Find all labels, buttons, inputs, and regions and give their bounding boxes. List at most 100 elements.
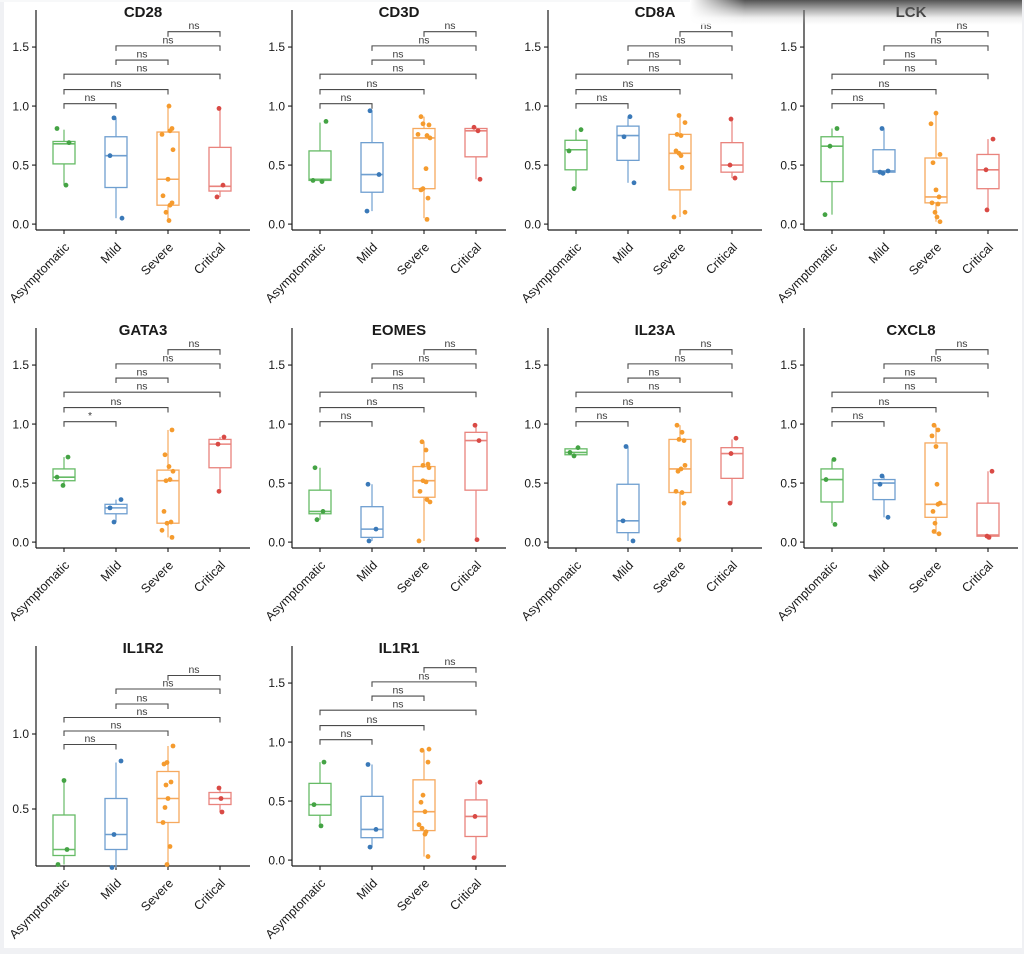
jitter-point <box>578 127 584 133</box>
panel-title: CD8A <box>635 4 676 21</box>
x-category-label: Critical <box>191 558 228 595</box>
jitter-point <box>425 759 431 765</box>
iqr-box <box>156 770 180 824</box>
jitter-point <box>476 438 482 443</box>
y-tick-label: 0.5 <box>12 158 29 172</box>
boxplot-severe <box>156 743 180 867</box>
sig-label: ns <box>444 656 455 668</box>
sig-bracket <box>627 377 681 384</box>
jitter-point <box>420 792 426 798</box>
panel-title: IL1R1 <box>379 640 420 657</box>
jitter-point <box>170 743 176 749</box>
sig-label: ns <box>110 396 121 408</box>
sig-bracket <box>63 730 169 736</box>
y-tick-label: 1.0 <box>268 417 285 431</box>
y-tick-label: 1.5 <box>780 40 797 54</box>
sig-label: ns <box>188 20 199 32</box>
sig-bracket <box>319 406 425 413</box>
sig-bracket <box>63 406 169 413</box>
jitter-point <box>983 167 989 173</box>
boxplot-severe <box>924 110 948 225</box>
iqr-box <box>360 142 384 193</box>
sig-bracket <box>63 103 117 109</box>
y-tick-label: 0.0 <box>524 535 541 549</box>
sig-label: ns <box>188 338 199 350</box>
jitter-point <box>936 531 942 537</box>
jitter-point <box>930 160 936 166</box>
jitter-point <box>426 122 432 128</box>
jitter-point <box>681 438 687 443</box>
jitter-point <box>424 216 430 222</box>
panel-title: CXCL8 <box>886 322 935 339</box>
sig-label: ns <box>648 49 659 61</box>
jitter-point <box>681 500 687 506</box>
sig-bracket <box>627 59 681 66</box>
jitter-point <box>936 194 942 200</box>
jitter-point <box>320 509 326 514</box>
jitter-point <box>933 187 939 193</box>
boxplot-asymptomatic <box>820 126 844 218</box>
sig-bracket <box>319 103 373 109</box>
x-category-label: Asymptomatic <box>519 240 584 305</box>
sig-label: ns <box>648 381 659 393</box>
sig-label: ns <box>340 92 351 104</box>
panel-title: GATA3 <box>119 322 168 339</box>
sig-bracket <box>575 103 629 109</box>
sig-bracket <box>63 391 221 398</box>
sig-label: ns <box>700 20 711 32</box>
iqr-box <box>464 799 488 838</box>
jitter-point <box>932 209 938 215</box>
iqr-box <box>616 125 640 162</box>
sig-bracket <box>831 421 885 427</box>
jitter-point <box>168 519 174 525</box>
jitter-point <box>119 215 125 221</box>
jitter-point <box>365 762 371 767</box>
y-tick-label: 1.5 <box>12 358 29 372</box>
y-tick-label: 1.5 <box>268 358 285 372</box>
jitter-point <box>107 153 113 159</box>
sig-bracket <box>319 73 477 80</box>
jitter-point <box>216 785 222 791</box>
jitter-point <box>679 165 685 170</box>
sig-label: ns <box>84 733 95 745</box>
sig-label: ns <box>852 92 863 104</box>
x-category-label: Mild <box>98 558 124 584</box>
x-category-label: Asymptomatic <box>263 558 328 623</box>
jitter-point <box>416 822 422 828</box>
jitter-point <box>679 429 685 435</box>
panel-IL1R2: IL1R2 0.5 1.0 Asymptomatic Mild Severe Critica… <box>0 636 256 954</box>
jitter-point <box>676 113 682 118</box>
x-category-label: Critical <box>447 240 484 277</box>
y-tick-label: 0.0 <box>12 217 29 231</box>
jitter-point <box>674 422 680 428</box>
jitter-point <box>118 758 124 764</box>
x-category-label: Asymptomatic <box>7 558 72 623</box>
jitter-point <box>935 427 941 433</box>
jitter-point <box>929 200 935 206</box>
boxplot-asymptomatic <box>308 465 332 523</box>
jitter-point <box>166 103 172 109</box>
sig-label: ns <box>136 381 147 393</box>
sig-bracket <box>679 31 733 37</box>
x-category-label: Severe <box>138 876 176 914</box>
jitter-point <box>425 854 431 859</box>
iqr-box <box>308 782 332 816</box>
jitter-point <box>373 827 379 832</box>
jitter-point <box>727 162 733 168</box>
sig-label: ns <box>930 352 941 364</box>
jitter-point <box>990 136 996 142</box>
panel-title: CD28 <box>124 4 162 21</box>
jitter-point <box>675 468 681 474</box>
panel-plot: GATA3 0.0 0.5 1.0 1.5 Asymptomatic Mild Severe C… <box>7 322 250 624</box>
sig-label: * <box>88 410 92 422</box>
jitter-point <box>885 514 891 520</box>
y-tick-label: 1.0 <box>524 99 541 113</box>
x-category-label: Severe <box>394 558 432 596</box>
iqr-box <box>208 438 232 469</box>
jitter-point <box>928 121 934 127</box>
jitter-point <box>671 214 677 220</box>
panel-IL23A: IL23A 0.0 0.5 1.0 1.5 Asymptomatic Mild Severe C… <box>512 318 768 636</box>
sig-bracket <box>831 406 937 413</box>
iqr-box <box>104 797 128 851</box>
sig-label: ns <box>956 20 967 32</box>
